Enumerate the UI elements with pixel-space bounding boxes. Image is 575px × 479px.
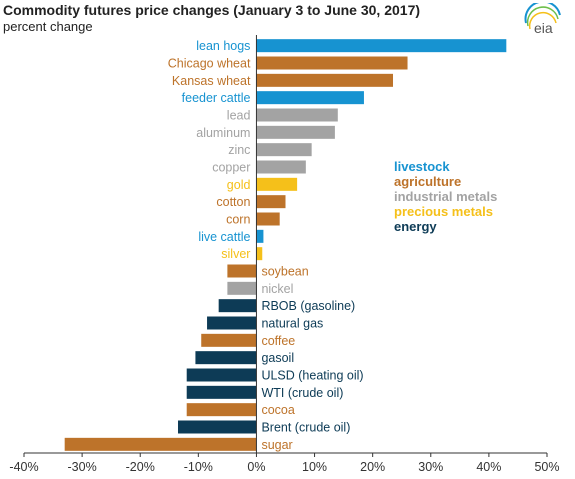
bar [227,264,257,278]
x-tick-label: 0% [247,460,265,474]
legend-item-agriculture: agriculture [394,174,462,189]
category-label: silver [221,247,250,261]
x-tick-label: 50% [534,460,559,474]
chart-subtitle: percent change [3,19,93,34]
category-label: live cattle [198,230,250,244]
category-label: Brent (crude oil) [261,421,350,435]
category-label: aluminum [196,126,250,140]
bar [195,351,257,365]
bar [256,195,286,209]
bar [256,229,264,243]
bar [256,177,298,191]
category-label: natural gas [261,317,323,331]
x-tick-label: -10% [184,460,213,474]
bar [186,385,257,399]
category-label: WTI (crude oil) [261,386,343,400]
x-tick-label: -40% [9,460,38,474]
legend-item-energy: energy [394,219,437,234]
legend-item-livestock: livestock [394,159,450,174]
category-label: gasoil [261,351,294,365]
bar [256,160,306,174]
bar [256,91,364,105]
category-label: gold [227,178,251,192]
bar [177,420,257,434]
legend-item-precious-metals: precious metals [394,204,493,219]
category-label: Chicago wheat [168,57,251,71]
bar [256,73,394,87]
x-tick-label: 20% [360,460,385,474]
x-tick-label: 10% [302,460,327,474]
bar [186,368,257,382]
category-label: feeder cattle [182,91,251,105]
category-label: zinc [228,143,250,157]
bar [256,56,408,70]
legend: livestock agriculture industrial metals … [394,159,497,234]
bar [256,212,280,226]
x-tick-label: 30% [418,460,443,474]
category-label: Kansas wheat [172,74,251,88]
bar [256,125,335,139]
legend-item-industrial-metals: industrial metals [394,189,498,204]
logo-text: eia [534,20,553,36]
bar [256,143,312,157]
category-label: ULSD (heating oil) [261,369,363,383]
bar [227,281,257,295]
bar [207,316,257,330]
bar [64,437,257,451]
bar [218,299,257,313]
category-label: nickel [261,282,293,296]
bar [256,247,263,261]
category-label: cocoa [261,403,294,417]
eia-logo: eia [524,3,561,36]
category-label: lead [227,109,251,123]
category-label: corn [226,213,250,227]
category-label: lean hogs [196,39,250,53]
category-label: soybean [261,265,308,279]
x-tick-label: -20% [126,460,155,474]
category-label: RBOB (gasoline) [261,299,355,313]
bar [201,333,257,347]
bar [186,403,257,417]
chart-title: Commodity futures price changes (January… [3,2,421,18]
category-label: sugar [261,438,292,452]
x-tick-label: -30% [68,460,97,474]
x-tick-label: 40% [476,460,501,474]
category-label: copper [212,161,250,175]
category-label: cotton [216,195,250,209]
category-label: coffee [261,334,295,348]
bar [256,108,338,122]
bar [256,39,507,53]
